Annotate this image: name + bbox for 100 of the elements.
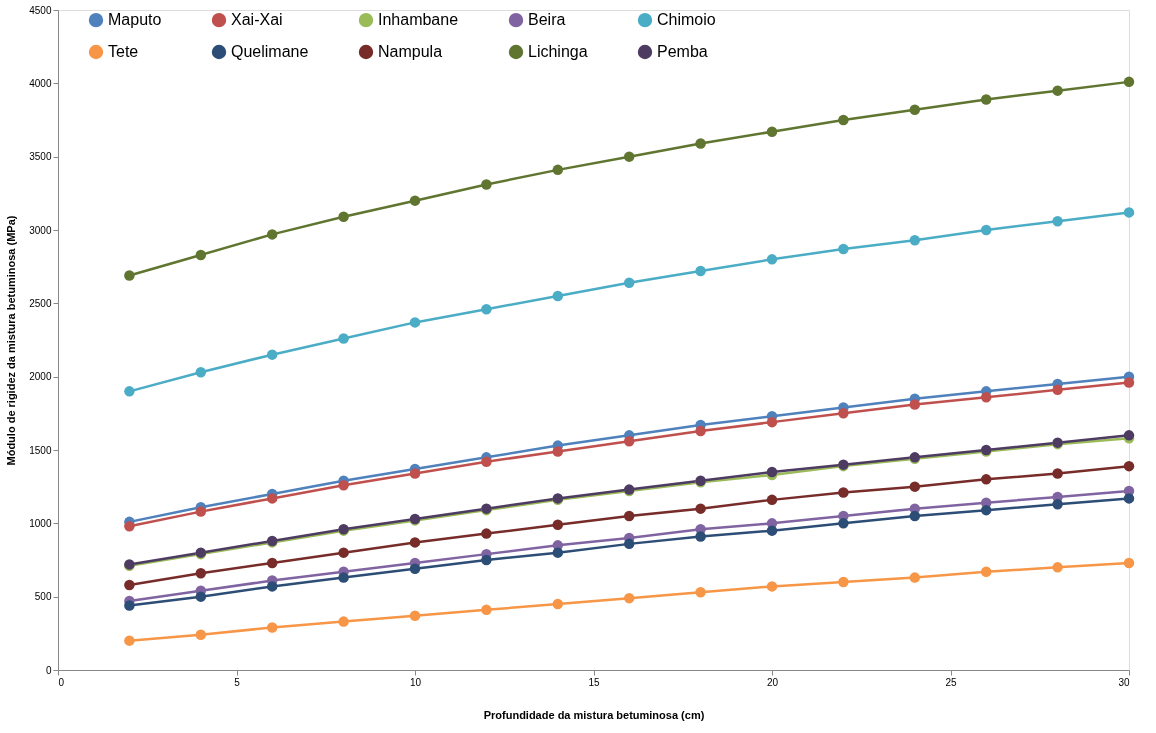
- point: [980, 566, 992, 577]
- point: [838, 408, 849, 419]
- legend-label: Nampula: [378, 43, 443, 60]
- point: [623, 538, 635, 550]
- point: [409, 468, 421, 479]
- point: [124, 270, 135, 281]
- point: [980, 224, 992, 236]
- point: [695, 425, 706, 437]
- x-tick-label: 0: [58, 676, 65, 688]
- point: [623, 592, 635, 604]
- legend-label: Beira: [528, 11, 566, 29]
- point: [1052, 215, 1063, 227]
- point: [124, 635, 135, 646]
- x-tick-label: 30: [1118, 676, 1130, 688]
- point: [481, 179, 492, 190]
- point: [980, 94, 992, 105]
- point: [195, 591, 207, 602]
- point: [266, 557, 278, 569]
- legend-label: Xai-Xai: [231, 11, 283, 29]
- y-tick-label: 0: [45, 664, 52, 676]
- point: [266, 581, 278, 592]
- point: [552, 519, 564, 531]
- point: [909, 510, 921, 522]
- point: [266, 622, 278, 633]
- point: [838, 114, 849, 126]
- x-tick-label: 25: [945, 676, 957, 688]
- point: [1052, 468, 1063, 479]
- x-axis-title: Profundidade da mistura betuminosa (cm): [483, 708, 705, 721]
- point: [766, 581, 778, 592]
- point: [124, 600, 135, 611]
- point: [695, 531, 706, 542]
- point: [766, 416, 778, 428]
- point: [838, 518, 849, 529]
- legend-label: Pemba: [657, 43, 708, 60]
- point: [338, 479, 349, 491]
- point: [338, 616, 349, 627]
- point: [195, 367, 207, 378]
- x-tick-label: 20: [766, 676, 779, 688]
- point: [1123, 377, 1135, 388]
- legend-label: Inhambane: [378, 11, 459, 29]
- point: [195, 506, 207, 517]
- point: [552, 290, 564, 302]
- point: [409, 537, 421, 548]
- point: [909, 572, 921, 583]
- y-tick-label: 3000: [29, 224, 52, 236]
- point: [838, 243, 849, 255]
- y-tick-label: 2500: [29, 297, 52, 309]
- point: [1123, 557, 1135, 569]
- y-axis-title: Módulo de rigidez da mistura betuminosa (MPa): [5, 215, 18, 466]
- y-tick-label: 1000: [29, 517, 52, 529]
- point: [909, 235, 921, 246]
- legend-label: Quelimane: [231, 43, 309, 60]
- point: [623, 151, 635, 162]
- point: [338, 572, 349, 583]
- point: [481, 528, 492, 539]
- point: [481, 554, 492, 566]
- x-tick-label: 10: [409, 676, 422, 688]
- legend-label: Lichinga: [528, 43, 588, 60]
- point: [838, 576, 849, 588]
- legend-label: Tete: [108, 43, 139, 60]
- point: [552, 598, 564, 610]
- legend-label: Maputo: [108, 11, 162, 29]
- point: [1052, 562, 1063, 573]
- point: [338, 211, 349, 223]
- point: [266, 493, 278, 504]
- point: [552, 164, 564, 176]
- point: [909, 104, 921, 115]
- point: [1052, 499, 1063, 510]
- y-tick-label: 4500: [29, 4, 52, 16]
- point: [766, 525, 778, 536]
- point: [1123, 460, 1135, 472]
- point: [124, 579, 135, 591]
- point: [623, 510, 635, 522]
- y-tick-label: 3500: [29, 151, 52, 163]
- point: [124, 521, 135, 532]
- point: [124, 386, 135, 397]
- point: [695, 503, 706, 514]
- point: [1123, 207, 1135, 218]
- point: [266, 349, 278, 360]
- point: [481, 604, 492, 616]
- point: [1052, 85, 1063, 96]
- y-tick-label: 4000: [29, 77, 52, 89]
- point: [338, 333, 349, 344]
- point: [766, 126, 778, 137]
- point: [623, 277, 635, 289]
- y-tick-label: 1500: [29, 444, 52, 456]
- point: [980, 504, 992, 516]
- point: [695, 587, 706, 598]
- point: [409, 195, 421, 206]
- point: [1123, 76, 1135, 88]
- point: [338, 547, 349, 558]
- point: [195, 249, 207, 261]
- point: [1052, 384, 1063, 396]
- point: [195, 567, 207, 579]
- point: [552, 446, 564, 457]
- point: [409, 610, 421, 621]
- point: [766, 254, 778, 265]
- point: [695, 138, 706, 149]
- point: [980, 391, 992, 403]
- point: [838, 487, 849, 498]
